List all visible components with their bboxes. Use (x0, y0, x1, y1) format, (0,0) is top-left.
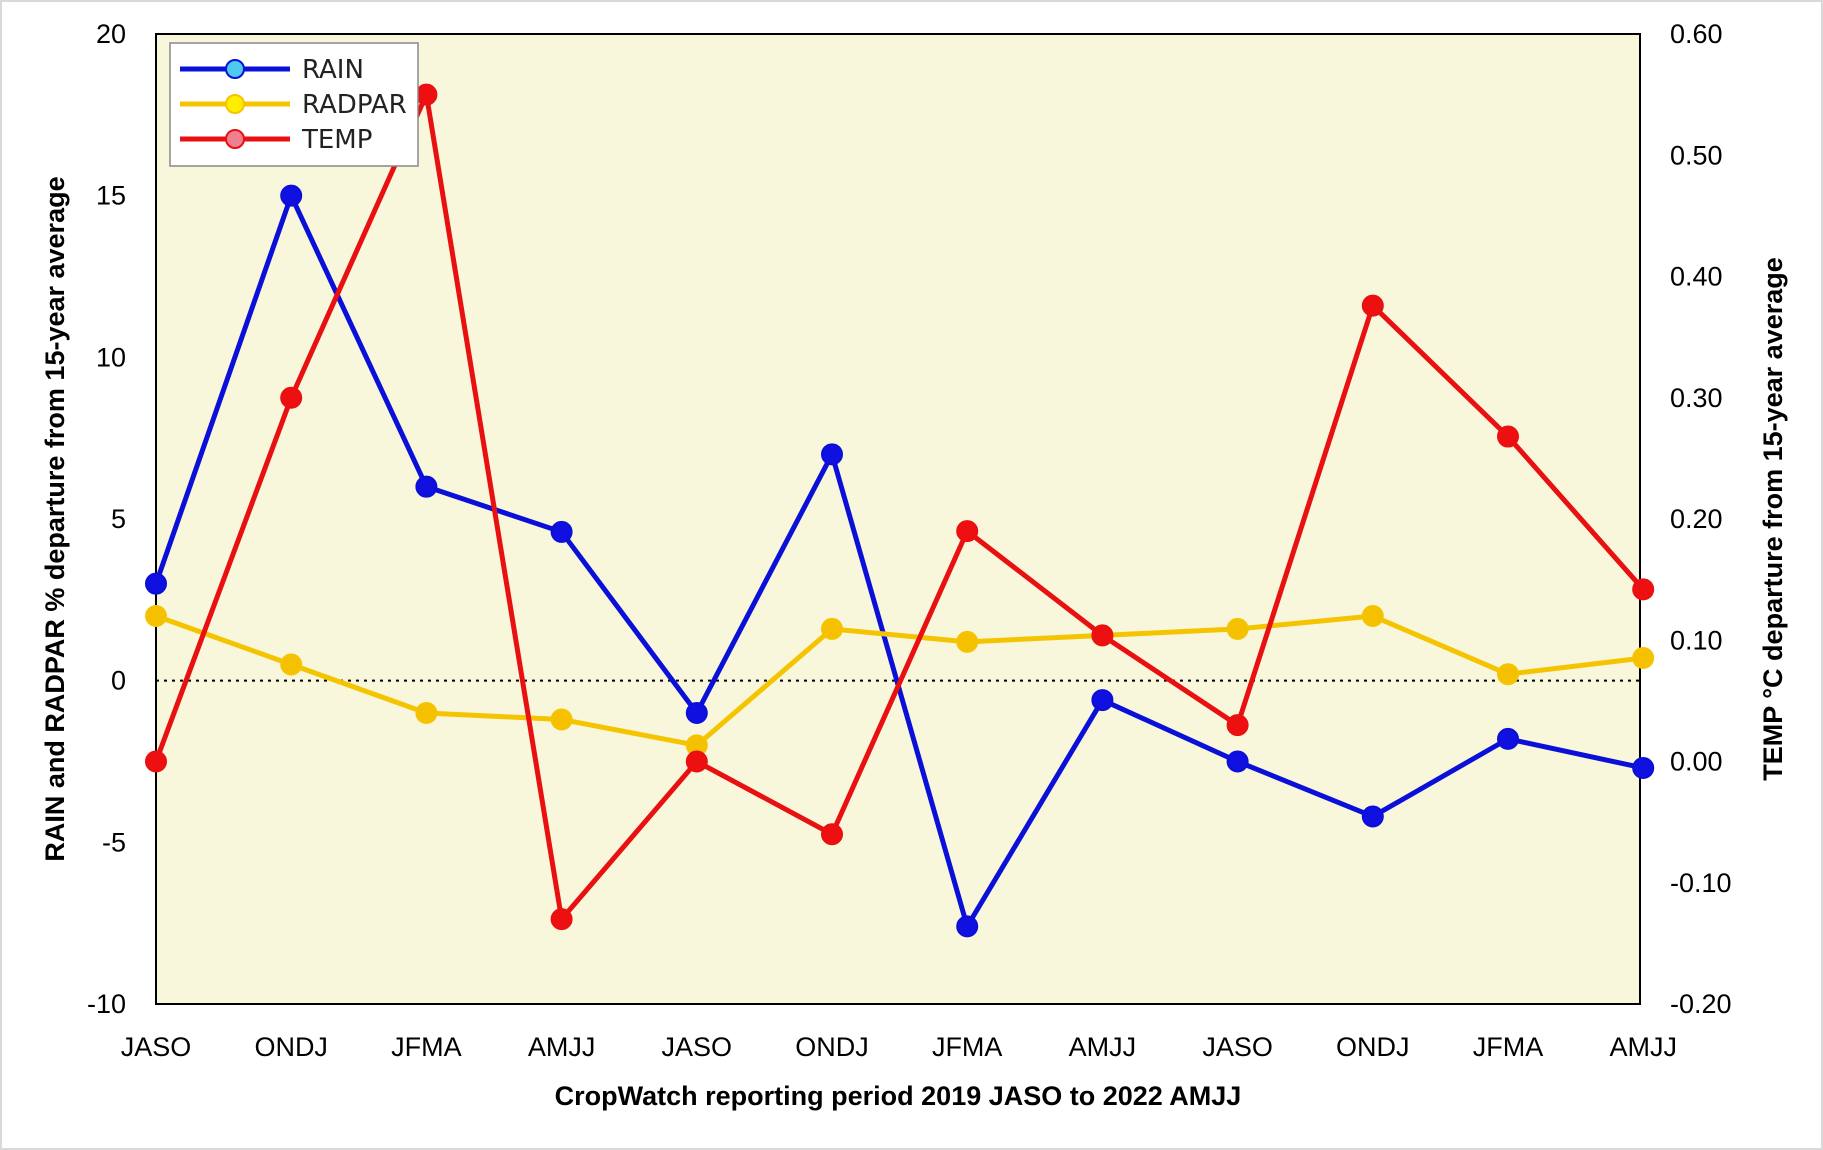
radpar-point (1497, 663, 1519, 686)
right-tick-label: 0.10 (1670, 625, 1723, 655)
x-tick-label: ONDJ (795, 1032, 869, 1062)
right-tick-label: 0.20 (1670, 504, 1723, 534)
x-tick-label: ONDJ (254, 1032, 328, 1062)
left-tick-label: 20 (96, 19, 126, 49)
temp-point (956, 520, 979, 543)
right-tick-label: 0.60 (1670, 19, 1723, 49)
radpar-point (1361, 605, 1384, 627)
right-tick-label: 0.30 (1670, 383, 1723, 413)
x-tick-label: JFMA (932, 1032, 1003, 1062)
radpar-point (956, 630, 979, 653)
rain-point (280, 184, 303, 207)
x-axis-ticks: JASO ONDJ JFMA AMJJ JASO ONDJ JFMA AMJJ JASO ONDJ… (121, 1032, 1677, 1062)
legend-label-radpar: RADPAR (302, 90, 407, 120)
rain-point (1226, 750, 1249, 773)
temp-point (1226, 714, 1249, 737)
x-tick-label: ONDJ (1336, 1032, 1410, 1062)
left-tick-label: 5 (111, 504, 126, 534)
temp-point (1361, 294, 1384, 317)
rain-point (1361, 805, 1384, 828)
y-axis-title: RAIN and RADPAR % departure from 15-year… (40, 176, 70, 861)
rain-point (550, 520, 573, 543)
radpar-point (1632, 647, 1655, 670)
rain-point (1497, 727, 1519, 750)
temp-point (685, 750, 708, 773)
x-tick-label: JFMA (391, 1032, 462, 1062)
legend-marker-rain (225, 59, 245, 79)
right-tick-label: -0.20 (1670, 989, 1732, 1019)
left-tick-label: -5 (102, 827, 126, 857)
x-tick-label: JASO (1202, 1032, 1273, 1062)
left-tick-label: 15 (96, 181, 126, 211)
x-tick-label: AMJJ (1069, 1032, 1137, 1062)
temp-point (415, 83, 438, 106)
temp-point (821, 823, 843, 846)
radpar-point (145, 605, 167, 627)
x-axis-title: CropWatch reporting period 2019 JASO to … (555, 1081, 1242, 1111)
temp-point (280, 386, 303, 409)
radpar-point (821, 617, 843, 640)
radpar-point (550, 708, 573, 731)
rain-point (685, 702, 708, 724)
rain-point (415, 475, 438, 498)
temp-point (1632, 578, 1655, 601)
radpar-line (155, 613, 1644, 748)
left-axis-ticks: 20 15 10 5 0 -5 -10 (87, 19, 126, 1019)
x-tick-label: JFMA (1473, 1032, 1544, 1062)
temp-point (1497, 425, 1519, 448)
rain-point (145, 572, 167, 595)
left-tick-label: 0 (111, 666, 126, 696)
legend-label-rain: RAIN (302, 55, 364, 85)
temp-point (550, 908, 573, 931)
radpar-point (280, 653, 303, 676)
x-tick-label: JASO (121, 1032, 192, 1062)
right-tick-label: 0.40 (1670, 262, 1723, 292)
radpar-point (1226, 617, 1249, 640)
temp-point (1091, 624, 1114, 647)
temp-point (145, 750, 167, 773)
rain-point (821, 443, 843, 466)
right-tick-label: 0.50 (1670, 140, 1723, 170)
rain-line (153, 193, 1644, 929)
left-tick-label: -10 (87, 989, 126, 1019)
legend-marker-radpar (225, 94, 245, 114)
left-tick-label: 10 (96, 342, 126, 372)
rain-point (1632, 756, 1655, 779)
series-rain (145, 184, 1655, 938)
x-tick-label: AMJJ (1609, 1032, 1677, 1062)
legend-marker-temp (225, 129, 245, 149)
legend: RAIN RADPAR TEMP (169, 42, 419, 167)
rain-point (1091, 689, 1114, 712)
x-tick-label: AMJJ (528, 1032, 596, 1062)
right-tick-label: 0.00 (1670, 747, 1723, 777)
radpar-point (415, 702, 438, 724)
x-tick-label: JASO (662, 1032, 733, 1062)
y2-axis-title: TEMP °C departure from 15-year average (1758, 257, 1788, 781)
right-tick-label: -0.10 (1670, 868, 1732, 898)
plot-area (155, 33, 1641, 1005)
right-axis-ticks: 0.60 0.50 0.40 0.30 0.20 0.10 0.00 -0.10 -0.20 (1670, 19, 1732, 1019)
rain-point (956, 915, 979, 938)
legend-label-temp: TEMP (301, 125, 372, 155)
